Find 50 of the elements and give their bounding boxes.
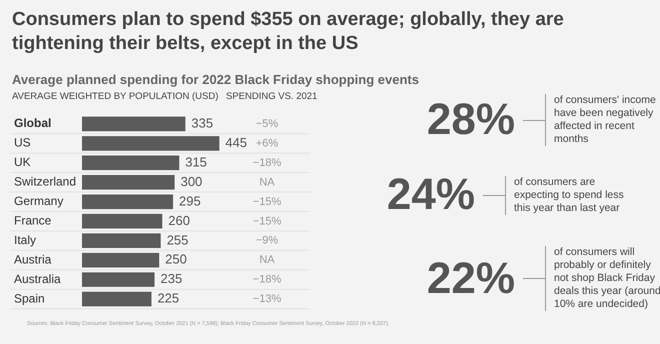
data-label: 315	[185, 154, 207, 170]
y-tick-label: Germany	[14, 194, 64, 208]
y-tick-label: France	[14, 214, 52, 228]
text: −9%	[256, 234, 278, 247]
text: 24%	[386, 170, 475, 220]
text: +6%	[256, 137, 278, 150]
bar	[82, 272, 155, 287]
y-tick-label: Spain	[14, 291, 45, 306]
data-label: 335	[191, 116, 214, 131]
y-tick-label: Global	[14, 116, 52, 130]
text: 28%	[426, 95, 515, 145]
data-label: 295	[179, 193, 201, 208]
chart-subtitle: Average planned spending for 2022 Black Friday shopping events	[12, 72, 419, 87]
text: of consumers will probably or definitely not shop Black Friday deals this year (around 10% are undecided)	[545, 246, 660, 311]
data-label: 225	[157, 290, 180, 306]
text: of consumers are expecting to spend less this year than last year	[505, 176, 624, 214]
x-axis-title: AVERAGE WEIGHTED BY POPULATION (USD)	[12, 91, 218, 102]
text: −5%	[256, 118, 278, 130]
y-tick-label: UK	[14, 155, 31, 170]
text: Consumers plan to spend $355 on average; globally, they are tightening their belts, except in the US	[12, 8, 565, 56]
data-label: 300	[180, 174, 202, 189]
text: −13%	[252, 293, 282, 306]
data-label: 445	[225, 134, 248, 150]
y-tick-label: Switzerland	[14, 174, 76, 189]
text: 22%	[426, 254, 515, 304]
text: NA	[259, 176, 276, 188]
bar	[82, 116, 186, 132]
text: −18%	[252, 156, 282, 169]
text: SPENDING VS. 2021	[226, 91, 318, 102]
bar	[82, 136, 220, 151]
data-label: 260	[168, 212, 190, 228]
bar	[82, 292, 152, 306]
data-label: 235	[160, 271, 182, 286]
bar	[82, 194, 174, 210]
y-tick-label: Italy	[14, 233, 36, 248]
y-tick-label: Austria	[14, 252, 52, 266]
bar	[82, 214, 162, 229]
data-label: 255	[166, 232, 188, 248]
text: −18%	[252, 274, 282, 286]
text: of consumers' income have been negatively affected in recent months	[545, 94, 660, 146]
bar	[82, 233, 161, 248]
bar	[82, 156, 180, 170]
y-tick-label: Australia	[14, 272, 62, 286]
bar	[82, 252, 160, 268]
text: −15%	[252, 215, 282, 228]
y-tick-label: US	[14, 136, 31, 150]
text: NA	[259, 254, 276, 266]
text: −15%	[252, 196, 282, 208]
data-label: 250	[165, 252, 187, 267]
bar	[82, 175, 175, 190]
